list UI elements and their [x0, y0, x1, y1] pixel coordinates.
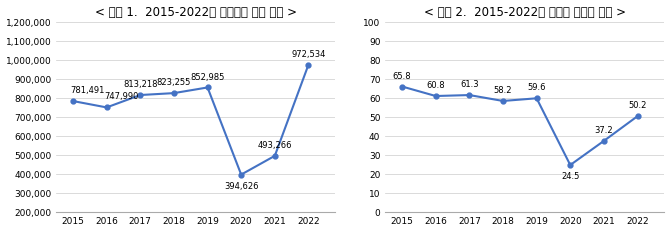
- Text: 37.2: 37.2: [594, 125, 613, 134]
- Text: 59.6: 59.6: [527, 83, 546, 92]
- Text: 852,985: 852,985: [190, 72, 224, 81]
- Text: 972,534: 972,534: [291, 50, 326, 58]
- Text: 747,990: 747,990: [104, 92, 138, 101]
- Text: 24.5: 24.5: [561, 172, 580, 180]
- Text: 781,491: 781,491: [70, 86, 105, 95]
- Title: < 그림 2.  2015-2022년 공연장 가동률 추이 >: < 그림 2. 2015-2022년 공연장 가동률 추이 >: [424, 6, 626, 18]
- Text: 65.8: 65.8: [393, 71, 411, 80]
- Text: 50.2: 50.2: [628, 101, 647, 110]
- Text: 394,626: 394,626: [224, 181, 259, 190]
- Text: 58.2: 58.2: [494, 86, 513, 95]
- Text: 813,218: 813,218: [123, 80, 157, 89]
- Text: 493,266: 493,266: [257, 140, 292, 149]
- Text: 823,255: 823,255: [157, 78, 191, 87]
- Text: 61.3: 61.3: [460, 80, 478, 89]
- Title: < 그림 1.  2015-2022년 공연시장 규모 추이 >: < 그림 1. 2015-2022년 공연시장 규모 추이 >: [94, 6, 297, 18]
- Text: 60.8: 60.8: [426, 81, 445, 90]
